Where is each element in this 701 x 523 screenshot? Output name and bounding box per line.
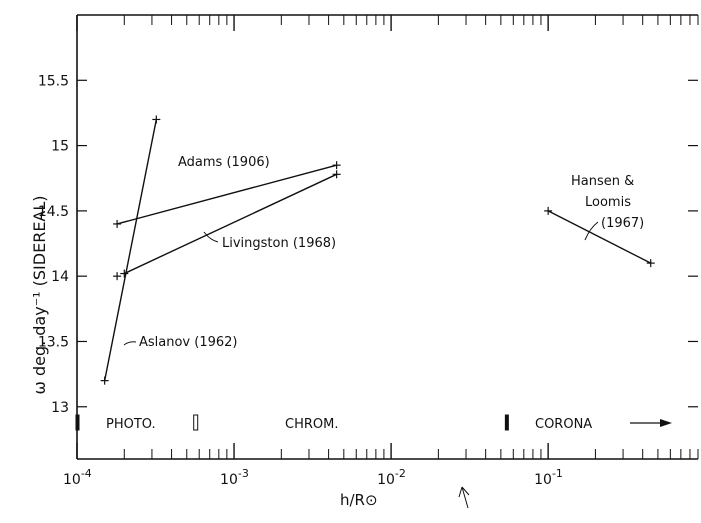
annotation-leader-hansen	[584, 221, 599, 241]
annotation-hansen-line1: Hansen &	[571, 174, 634, 189]
region-label-chrom: CHROM.	[285, 417, 338, 432]
region-label-corona: CORONA	[535, 417, 592, 432]
x-tick-label: 10-3	[220, 467, 249, 488]
series-line-2	[103, 119, 158, 381]
y-tick-label: 14	[51, 269, 69, 285]
series-line-0	[116, 164, 337, 225]
series-line-1	[123, 173, 337, 275]
annotation-hansen-line2: Loomis	[585, 195, 631, 210]
x-tick-label: 10-2	[377, 467, 406, 488]
pointer-arrow-icon	[458, 486, 470, 509]
region-boundary-mark	[193, 414, 199, 431]
annotation-layer: Adams (1906) Livingston (1968) Aslanov (…	[123, 155, 644, 350]
series-layer	[100, 115, 655, 385]
annotation-leader-livingston	[203, 231, 219, 243]
series-line-3	[547, 210, 652, 264]
y-tick-labels: 13 13.5 14 14.5 15 15.5	[38, 73, 69, 415]
axis-labels: ω deg. day⁻¹ (SIDEREAL) h/R⊙	[30, 195, 378, 509]
annotation-livingston: Livingston (1968)	[222, 236, 336, 251]
region-label-photo: PHOTO.	[106, 417, 156, 432]
corona-arrow-head	[660, 419, 672, 427]
x-tick-label: 10-4	[63, 467, 92, 488]
x-axis-label: h/R⊙	[340, 491, 378, 509]
annotation-adams: Adams (1906)	[178, 155, 270, 170]
y-tick-label: 13.5	[38, 334, 69, 350]
minor-ticks	[76, 15, 699, 459]
annotation-aslanov: Aslanov (1962)	[139, 335, 238, 350]
plot-frame	[76, 14, 698, 460]
annotation-hansen-line3: (1967)	[601, 216, 644, 231]
y-tick-label: 14.5	[38, 204, 69, 220]
region-layer: PHOTO. CHROM. CORONA	[75, 414, 672, 432]
x-tick-labels: 10-4 10-3 10-2 10-1	[63, 467, 563, 488]
annotation-leader-aslanov	[123, 341, 137, 346]
region-boundary-mark	[75, 414, 80, 431]
region-boundary-mark	[504, 414, 509, 431]
x-tick-label: 10-1	[534, 467, 563, 488]
y-tick-label: 15	[51, 139, 69, 155]
y-tick-label: 13	[51, 400, 69, 416]
y-tick-label: 15.5	[38, 73, 69, 89]
y-axis-label: ω deg. day⁻¹ (SIDEREAL)	[30, 195, 49, 394]
